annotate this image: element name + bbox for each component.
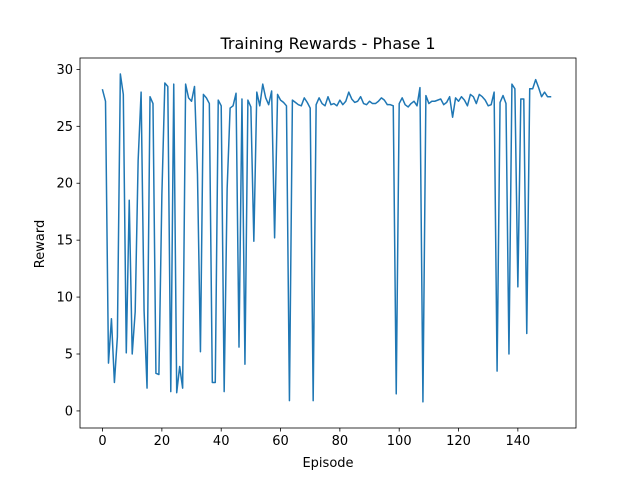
y-tick-label: 30 (56, 63, 73, 78)
chart-title: Training Rewards - Phase 1 (219, 34, 435, 53)
x-tick-label: 120 (446, 434, 471, 449)
x-tick-label: 100 (387, 434, 412, 449)
axes-frame (79, 57, 577, 429)
x-tick-label: 20 (154, 434, 171, 449)
x-tick-label: 140 (505, 434, 530, 449)
y-axis: 0 5 10 15 20 25 30 (56, 63, 80, 419)
x-axis: 0 20 40 60 80 100 120 140 (98, 428, 530, 449)
y-tick-label: 5 (65, 348, 73, 363)
x-tick-label: 40 (213, 434, 230, 449)
x-tick-label: 0 (98, 434, 106, 449)
plot-area (79, 57, 577, 429)
y-tick-label: 20 (56, 177, 73, 192)
y-tick-label: 15 (56, 234, 73, 249)
x-tick-label: 80 (332, 434, 349, 449)
y-axis-label: Reward (33, 220, 48, 268)
x-tick-label: 60 (272, 434, 289, 449)
y-tick-label: 10 (56, 291, 73, 306)
y-tick-label: 0 (65, 404, 73, 419)
x-axis-label: Episode (302, 456, 353, 471)
y-tick-label: 25 (56, 120, 73, 135)
series-line-0 (101, 73, 552, 403)
